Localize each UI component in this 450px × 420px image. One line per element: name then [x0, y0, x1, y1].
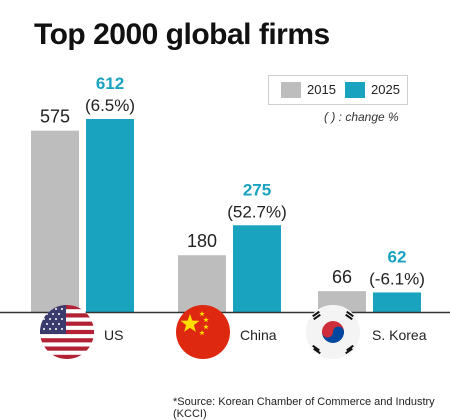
value-label-2015-us: 575	[40, 107, 70, 127]
china-flag-icon	[176, 305, 230, 359]
legend-label-2025: 2025	[371, 82, 400, 97]
change-note: ( ) : change %	[324, 110, 399, 124]
category-label-south-korea: S. Korea	[372, 327, 427, 343]
category-label-us: US	[104, 327, 124, 343]
us-flag-icon	[40, 305, 94, 359]
bar-2025-us	[86, 119, 134, 312]
value-label-2015-china: 180	[187, 231, 217, 251]
legend: 2015 2025	[268, 75, 408, 105]
value-label-2015-south-korea: 66	[332, 267, 352, 287]
legend-swatch-2025	[345, 82, 365, 98]
bar-2025-china	[233, 225, 281, 312]
change-label-south-korea: (-6.1%)	[369, 269, 425, 288]
bar-2015-china	[178, 255, 226, 312]
bar-2015-us	[31, 130, 79, 312]
value-label-2025-china: 275	[243, 180, 271, 199]
source-note: *Source: Korean Chamber of Commerce and …	[173, 396, 435, 420]
chart-title: Top 2000 global firms	[34, 18, 330, 51]
bar-2025-south-korea	[373, 292, 421, 312]
legend-label-2015: 2015	[307, 82, 336, 97]
south-korea-flag-icon	[306, 305, 360, 359]
value-label-2025-south-korea: 62	[388, 247, 407, 266]
category-label-china: China	[240, 327, 277, 343]
legend-swatch-2015	[281, 82, 301, 98]
bar-chart: 575 612 (6.5%) 180 275 (52.7%) 66 62 (-6.1%)	[0, 74, 450, 314]
value-label-2025-us: 612	[96, 74, 124, 93]
change-label-china: (52.7%)	[227, 202, 287, 221]
change-label-us: (6.5%)	[85, 96, 135, 115]
